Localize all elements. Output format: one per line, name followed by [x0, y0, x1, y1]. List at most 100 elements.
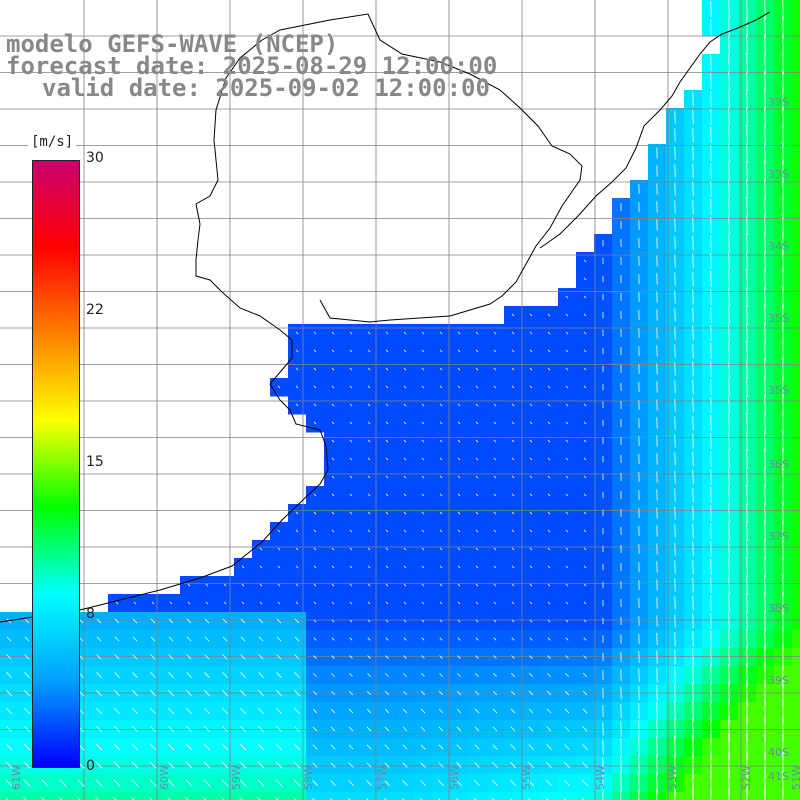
wind-arrow: [403, 439, 407, 443]
wind-arrow: [728, 698, 730, 724]
field-cell: [792, 756, 800, 775]
wind-arrow: [439, 529, 443, 533]
wind-arrow: [710, 144, 712, 162]
wind-arrow: [258, 636, 264, 642]
wind-arrow: [764, 715, 766, 743]
wind-arrow: [313, 367, 317, 371]
wind-arrow: [457, 475, 461, 479]
wind-arrow: [240, 672, 246, 678]
wind-arrow: [764, 520, 766, 542]
wind-arrow: [331, 457, 335, 461]
wind-arrow: [185, 779, 193, 787]
wind-arrow: [728, 769, 730, 797]
wind-arrow: [438, 762, 444, 768]
wind-arrow: [385, 385, 389, 389]
wind-arrow: [293, 743, 301, 751]
wind-arrow: [746, 215, 748, 235]
wind-arrow: [439, 637, 443, 641]
colorbar-tick-22: 22: [86, 302, 104, 318]
wind-arrow: [367, 673, 371, 677]
wind-arrow: [529, 511, 533, 515]
field-cell: [792, 774, 800, 793]
wind-arrow: [457, 403, 461, 407]
wind-arrow: [385, 403, 389, 407]
wind-arrow: [384, 798, 387, 800]
wind-arrow: [5, 707, 13, 715]
wind-arrow: [295, 511, 299, 515]
field-cell: [36, 792, 55, 800]
wind-arrow: [150, 672, 156, 678]
wind-arrow: [457, 583, 461, 587]
wind-arrow: [313, 385, 317, 389]
wind-arrow: [638, 720, 640, 738]
wind-arrow: [545, 797, 549, 800]
wind-arrow: [277, 547, 281, 551]
model-title: modelo GEFS-WAVE (NCEP): [6, 30, 339, 58]
wind-arrow: [692, 700, 694, 722]
wind-arrow: [421, 493, 425, 497]
wind-arrow: [746, 89, 748, 109]
wind-arrow: [312, 726, 318, 732]
wind-arrow: [221, 707, 229, 715]
wind-arrow: [330, 762, 336, 768]
wind-arrow: [710, 540, 712, 558]
wind-arrow: [6, 672, 12, 678]
wind-arrow: [583, 601, 587, 605]
wind-arrow: [547, 331, 551, 335]
wind-arrow: [331, 655, 335, 659]
wind-arrow: [204, 636, 210, 642]
wind-arrow: [710, 270, 712, 288]
wind-arrow: [746, 323, 748, 343]
wind-arrow: [527, 797, 531, 800]
wind-arrow: [330, 726, 336, 732]
wind-arrow: [710, 396, 712, 414]
wind-arrow: [241, 565, 245, 569]
wind-arrow: [5, 797, 9, 800]
wind-arrow: [764, 232, 766, 254]
wind-arrow: [782, 555, 784, 579]
wind-arrow: [331, 475, 335, 479]
wind-arrow: [402, 708, 408, 714]
wind-arrow: [456, 762, 462, 768]
wind-arrow: [564, 708, 570, 714]
wind-arrow: [728, 540, 730, 558]
wind-arrow: [348, 780, 354, 786]
wind-arrow: [710, 558, 712, 576]
wind-arrow: [764, 34, 766, 56]
wind-arrow: [547, 511, 551, 515]
wind-arrow: [638, 789, 640, 800]
colorbar-units: [m/s]: [28, 134, 77, 150]
wind-arrow: [565, 493, 569, 497]
wind-arrow: [710, 414, 712, 432]
wind-arrow: [167, 725, 175, 733]
wind-arrow: [167, 743, 175, 751]
wind-arrow: [239, 743, 247, 751]
wind-arrow: [349, 655, 353, 659]
wind-arrow: [367, 349, 371, 353]
wind-arrow: [547, 673, 551, 677]
wind-arrow: [367, 493, 371, 497]
wind-arrow: [349, 619, 353, 623]
wind-arrow: [276, 654, 282, 660]
wind-arrow: [563, 797, 567, 800]
wind-arrow: [710, 216, 712, 234]
wind-arrow: [710, 162, 712, 180]
wind-arrow: [565, 565, 569, 569]
wind-arrow: [782, 429, 784, 453]
wind-arrow: [728, 486, 730, 504]
field-cell: [792, 108, 800, 127]
wind-arrow: [367, 457, 371, 461]
wind-arrow: [475, 655, 479, 659]
wind-arrow: [565, 637, 569, 641]
field-cell: [594, 792, 613, 800]
wind-arrow: [565, 583, 569, 587]
wind-arrow: [331, 673, 335, 677]
field-cell: [198, 792, 217, 800]
wind-arrow: [674, 787, 676, 800]
wind-arrow: [529, 367, 533, 371]
wind-arrow: [439, 475, 443, 479]
wind-arrow: [728, 360, 730, 378]
wind-arrow: [511, 601, 515, 605]
wind-arrow: [313, 690, 317, 696]
wind-arrow: [728, 144, 730, 162]
